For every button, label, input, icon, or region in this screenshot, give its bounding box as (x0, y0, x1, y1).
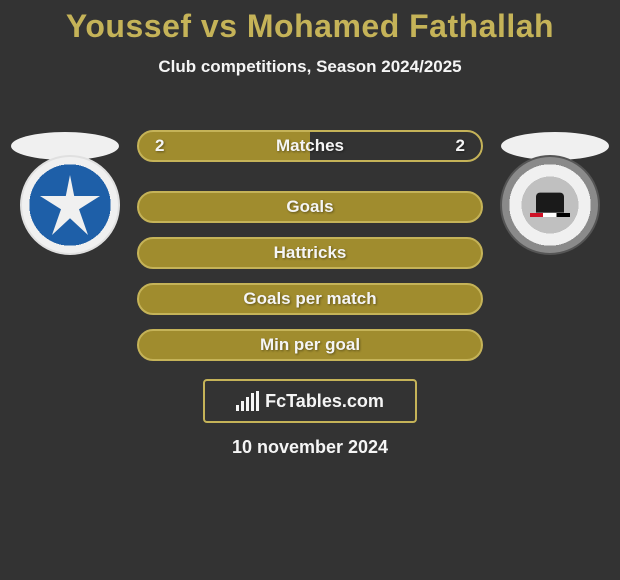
stat-bar-mpg: Min per goal (137, 329, 483, 361)
stat-bar-matches: 2 Matches 2 (137, 130, 483, 162)
stat-label-mpg: Min per goal (260, 335, 360, 355)
date-text: 10 november 2024 (0, 437, 620, 458)
subtitle: Club competitions, Season 2024/2025 (0, 57, 620, 77)
stat-label-hattricks: Hattricks (274, 243, 347, 263)
stat-label-gpm: Goals per match (243, 289, 376, 309)
club-badge-left (20, 155, 120, 255)
page-title: Youssef vs Mohamed Fathallah (0, 8, 620, 45)
stat-val-matches-left: 2 (155, 136, 164, 156)
brand-logo-box: FcTables.com (203, 379, 417, 423)
stat-val-matches-right: 2 (456, 136, 465, 156)
stat-bar-gpm: Goals per match (137, 283, 483, 315)
stat-bar-hattricks: Hattricks (137, 237, 483, 269)
club-badge-right (500, 155, 600, 255)
brand-logo-text: FcTables.com (265, 391, 384, 412)
stat-label-goals: Goals (286, 197, 333, 217)
stat-bar-goals: Goals (137, 191, 483, 223)
stat-label-matches: Matches (276, 136, 344, 156)
bar-chart-icon (236, 391, 259, 411)
